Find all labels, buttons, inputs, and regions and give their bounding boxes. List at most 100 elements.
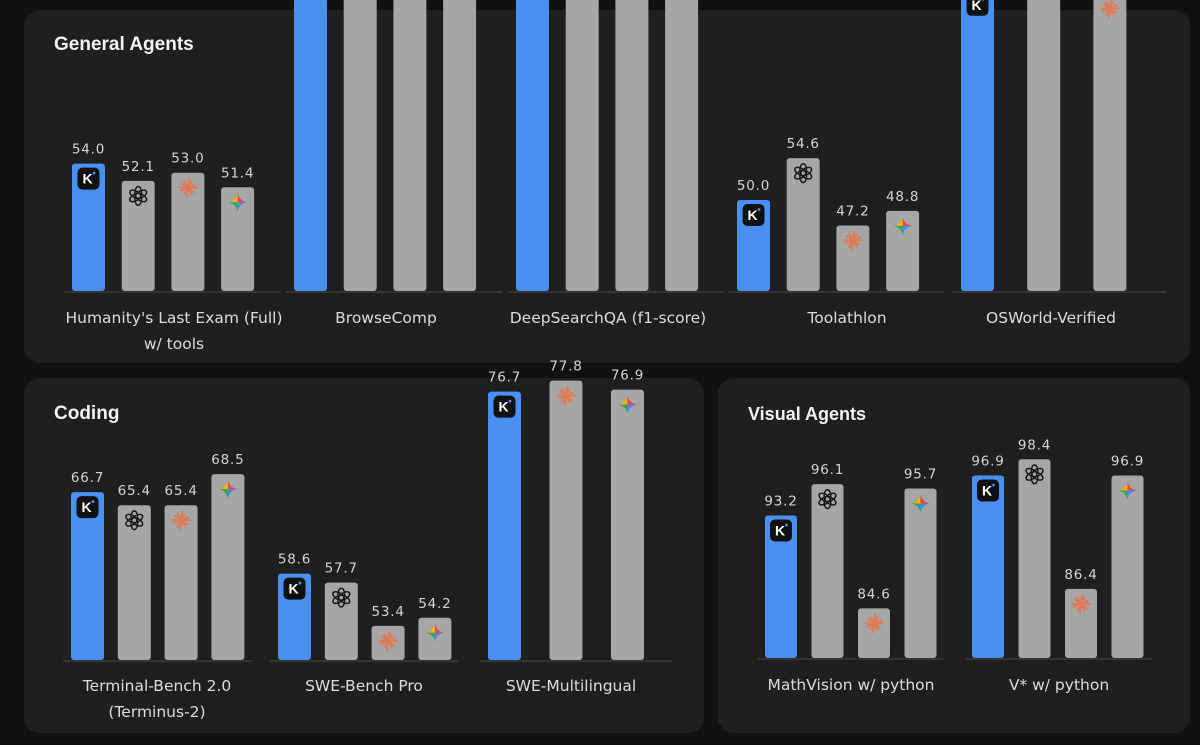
bar [1093,0,1127,291]
bar [1065,588,1097,658]
panel-title: Visual Agents [748,404,867,424]
bar-group: K 50.0 54.6 47.2 48.8 Toolathlon [728,136,944,327]
bar [549,380,583,660]
kimi-k-icon: K [76,496,99,519]
bar [565,0,599,291]
coding-panel: Coding K 66.7 65.4 65.4 68.5 Terminal-Bench 2… [24,359,704,733]
bar [858,608,890,658]
data-label: 65.4 [118,483,151,499]
openai-icon [1025,464,1044,485]
data-label: 52.1 [122,159,155,175]
bar [211,474,245,660]
data-label: 48.8 [886,189,919,205]
svg-text:K: K [82,171,92,187]
gemini-icon [425,623,444,642]
openai-icon [818,488,837,510]
visual-agents-chart: K 93.2 96.1 84.6 95.7 MathVision w/ python K 96… [758,437,1152,694]
anthropic-icon [378,630,399,651]
openai-icon [794,162,813,184]
bar-group: K73.175.072.7OSWorld-Verified [952,0,1166,327]
data-label: 54.6 [787,136,820,152]
bar [72,163,105,291]
bar [117,505,151,660]
gemini-icon [618,395,637,414]
kimi-k-icon: K [283,577,306,600]
category-label: w/ tools [144,335,204,353]
category-label: Toolathlon [806,309,886,327]
panel-title: Coding [54,403,120,424]
bar [904,488,937,658]
bar-group: K 58.6 57.7 53.4 54.2 SWE-Bench Pro [270,552,458,695]
data-label: 84.6 [857,586,890,602]
category-label: SWE-Multilingual [506,677,636,695]
data-label: 96.1 [811,462,844,478]
svg-text:K: K [747,207,757,223]
bar [1018,459,1051,658]
anthropic-icon [177,177,198,198]
bar [961,0,994,291]
bar-group: K 76.7 77.8 76.9 SWE-Multilingual [480,359,672,695]
anthropic-icon [1071,593,1091,614]
bar-group: K 96.9 98.4 86.4 96.9 V* w/ python [965,437,1152,694]
category-label: OSWorld-Verified [986,309,1116,327]
category-label: Terminal-Bench 2.0 [82,677,231,695]
category-label: BrowseComp [335,309,437,327]
kimi-k-icon: K [742,204,765,226]
bar-group: K 54.0 52.1 53.0 51.4 Humanity's Last Exam (F… [64,142,283,353]
data-label: 47.2 [836,203,869,219]
bar [221,187,255,291]
data-label: 50.0 [737,178,770,194]
data-label: 51.4 [221,165,254,181]
anthropic-icon [842,230,863,251]
category-label: V* w/ python [1009,676,1109,694]
kimi-k-icon: K [966,0,989,16]
data-label: 54.2 [418,596,451,612]
data-label: 95.7 [904,466,937,482]
data-label: 65.4 [164,483,197,499]
kimi-k-icon: K [977,479,999,502]
gemini-icon [228,193,247,212]
visual-agents-panel: Visual Agents K 93.2 96.1 84.6 95.7 MathVisio… [718,378,1190,733]
data-label: 68.5 [211,452,244,468]
openai-icon [332,587,351,608]
bar-group: K 93.2 96.1 84.6 95.7 MathVision w/ python [758,462,943,694]
bar [765,515,797,658]
data-label: 57.7 [325,561,358,577]
svg-text:K: K [982,482,992,498]
category-label: SWE-Bench Pro [305,677,423,695]
data-label: 96.9 [971,453,1004,469]
data-label: 93.2 [764,493,797,509]
data-label: 77.8 [549,359,582,375]
svg-text:K: K [775,522,785,538]
data-label: 96.9 [1111,453,1144,469]
bar [294,0,327,291]
gemini-icon [911,494,930,513]
openai-icon [129,185,148,207]
bar [611,389,644,660]
panel-title: General Agents [54,34,194,55]
data-label: 76.9 [611,368,644,384]
bar [665,0,699,291]
anthropic-icon [171,510,192,531]
data-label: 53.0 [171,151,204,167]
svg-text:K: K [81,499,91,515]
svg-text:K: K [498,399,508,415]
kimi-k-icon: K [493,395,516,418]
data-label: 54.0 [72,142,105,158]
anthropic-icon [556,385,576,406]
data-label: 76.7 [488,370,521,386]
bar [343,0,377,291]
bar-group: K92.578.691.381.9DeepSearchQA (f1-score) [508,0,724,327]
kimi-k-icon: K [77,167,100,190]
anthropic-icon [864,613,884,634]
data-label: 58.6 [278,552,311,568]
bar-group: K83.282.783.785.9BrowseComp [286,0,502,327]
bar [811,484,844,658]
data-label: 98.4 [1018,437,1051,453]
bar [786,158,820,291]
bar [516,0,549,291]
bar [488,391,521,660]
general-agents-chart: K 54.0 52.1 53.0 51.4 Humanity's Last Exam (F… [64,0,1166,353]
gemini-icon [893,216,912,235]
bar [615,0,649,291]
